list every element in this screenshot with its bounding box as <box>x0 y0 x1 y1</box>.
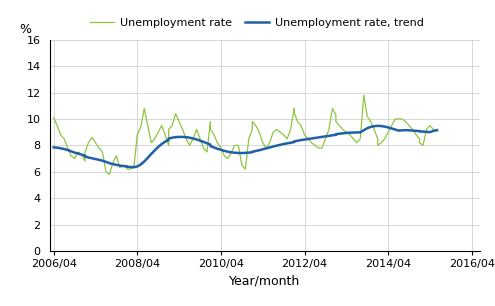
Unemployment rate <box>134 133 140 136</box>
Unemployment rate <box>434 129 440 133</box>
Legend: Unemployment rate, Unemployment rate, trend: Unemployment rate, Unemployment rate, tr… <box>90 18 424 28</box>
Unemployment rate, trend <box>134 165 140 168</box>
Unemployment rate, trend <box>427 130 433 134</box>
Unemployment rate <box>357 137 363 140</box>
X-axis label: Year/month: Year/month <box>229 275 300 288</box>
Unemployment rate <box>267 141 273 144</box>
Unemployment rate <box>50 116 56 119</box>
Line: Unemployment rate, trend: Unemployment rate, trend <box>53 126 437 167</box>
Unemployment rate, trend <box>131 165 137 169</box>
Unemployment rate <box>106 173 112 176</box>
Unemployment rate, trend <box>357 131 363 134</box>
Unemployment rate, trend <box>319 135 325 139</box>
Unemployment rate, trend <box>434 128 440 132</box>
Unemployment rate <box>319 146 325 150</box>
Line: Unemployment rate: Unemployment rate <box>53 95 437 174</box>
Unemployment rate <box>361 93 367 97</box>
Unemployment rate <box>427 124 433 127</box>
Unemployment rate, trend <box>375 124 381 128</box>
Unemployment rate, trend <box>267 146 273 149</box>
Unemployment rate, trend <box>159 142 165 146</box>
Text: %: % <box>19 23 31 35</box>
Unemployment rate, trend <box>50 145 56 149</box>
Unemployment rate <box>159 124 165 127</box>
